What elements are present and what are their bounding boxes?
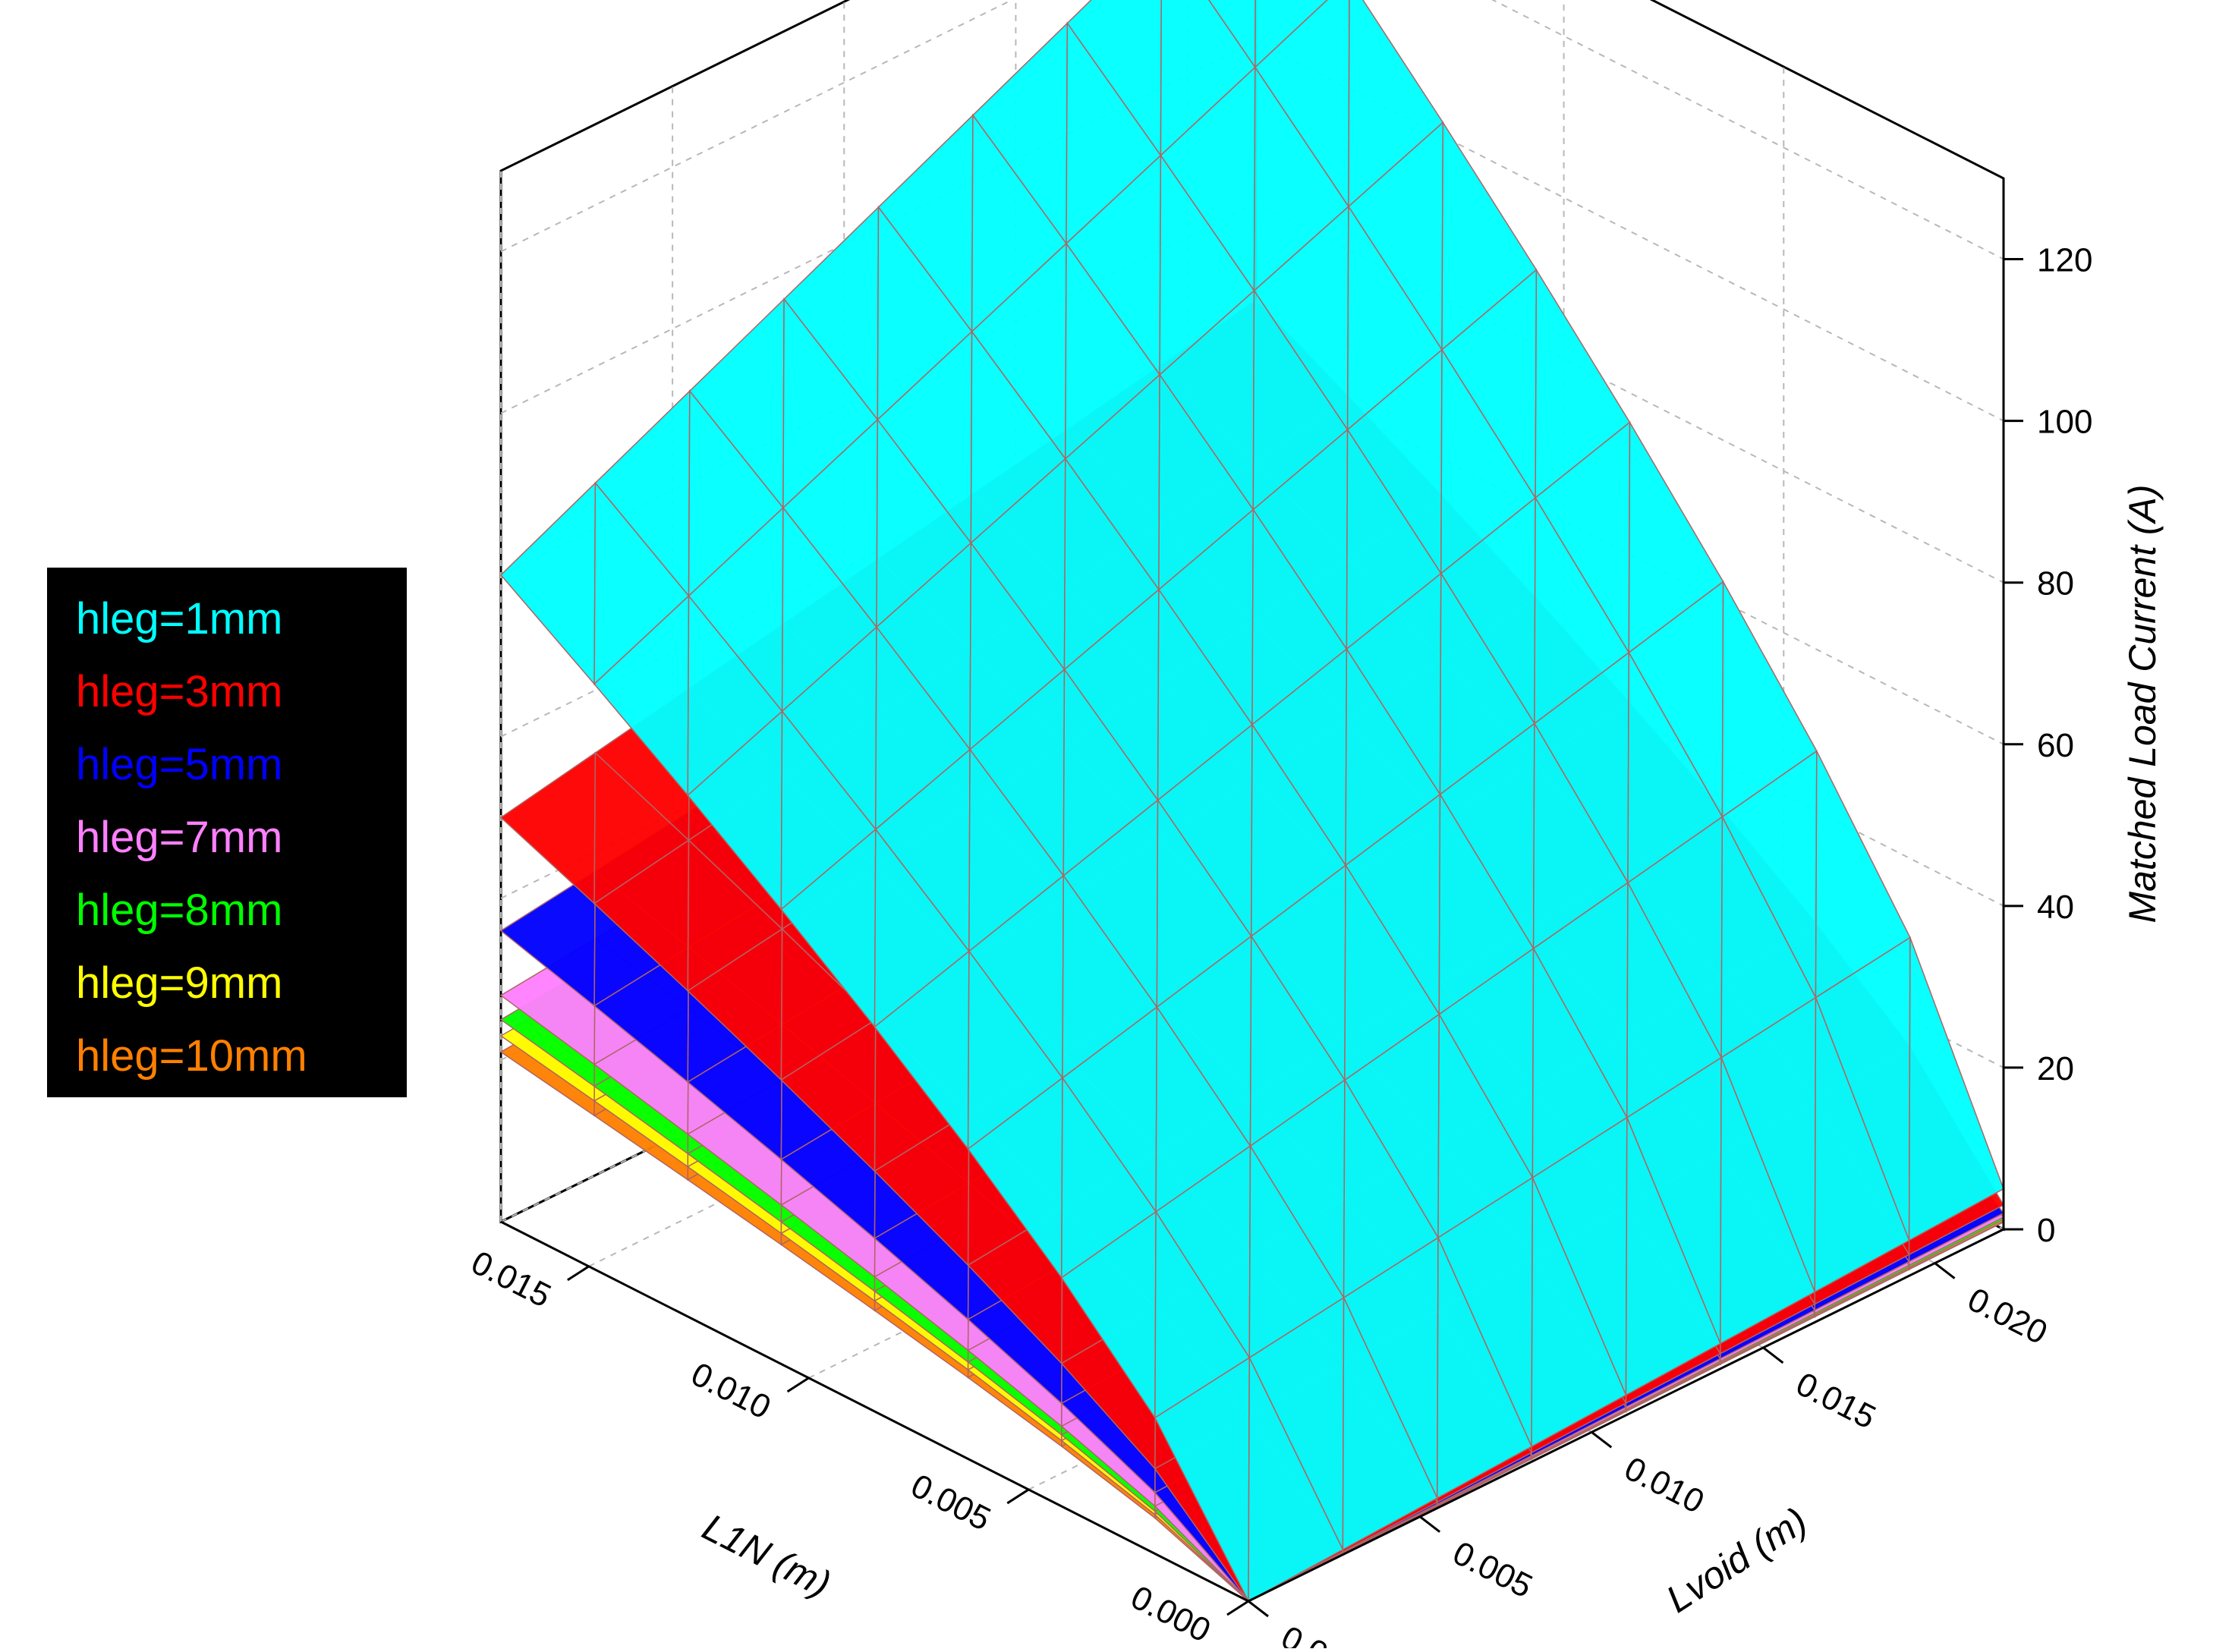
y-tick-label: 0.010 [1619,1450,1710,1521]
surface-facet [1908,937,2004,1241]
y-tick-label: 0.000 [1275,1619,1366,1648]
surface-facet [1437,1237,1533,1499]
y-tick-label: 0.005 [1447,1534,1538,1606]
y-tick [1419,1515,1441,1533]
y-axis-title: Lvoid (m) [1659,1499,1815,1621]
z-tick-label: 40 [2037,889,2074,926]
legend-entry: hleg=10mm [76,1031,307,1081]
z-tick-label: 20 [2037,1050,2074,1087]
y-tick-label: 0.015 [1790,1365,1881,1436]
legend-entry: hleg=5mm [76,740,282,789]
surfaces [499,0,2005,1603]
surface-facet [1342,1297,1438,1551]
x-tick-label: 0.015 [465,1244,556,1315]
x-tick-label: 0.000 [1125,1578,1216,1648]
x-tick [567,1265,590,1282]
surface-facet [1625,1117,1721,1396]
x-tick-label: 0.005 [905,1467,996,1538]
legend-entry: hleg=8mm [76,886,282,935]
legend-entry: hleg=9mm [76,958,282,1008]
legend-entry: hleg=3mm [76,667,282,716]
z-tick-label: 80 [2037,565,2074,603]
x-tick-label: 0.010 [685,1355,776,1427]
surface-facet [1814,997,1910,1293]
surface-facet [1720,1057,1816,1345]
y-tick [1762,1346,1784,1364]
surface-facet [1531,1177,1627,1448]
gridline-z [500,0,2004,260]
x-axis-title: L1N (m) [696,1506,837,1606]
z-axis-title: Matched Load Current (A) [2121,484,2164,923]
x-axis-line [500,1220,1249,1603]
surface-facet [1248,1357,1344,1603]
y-tick [1934,1262,1956,1279]
legend: hleg=1mm hleg=3mm hleg=5mm hleg=7mm hleg=8mm… [47,568,407,1097]
y-tick-label: 0.020 [1962,1281,2053,1352]
legend-entry: hleg=1mm [76,594,282,643]
y-axis-line [1248,1228,2004,1603]
x-tick [1006,1488,1030,1505]
z-tick-label: 100 [2037,404,2092,441]
y-tick [1591,1431,1613,1449]
z-tick-label: 60 [2037,727,2074,764]
x-tick [1226,1600,1249,1616]
legend-box [47,568,407,1097]
x-tick [786,1377,810,1393]
z-tick-label: 120 [2037,242,2092,279]
z-tick-label: 0 [2037,1212,2055,1249]
surface-hleg=1mm [499,0,2004,1603]
legend-entry: hleg=7mm [76,813,282,862]
y-tick [1248,1600,1269,1618]
